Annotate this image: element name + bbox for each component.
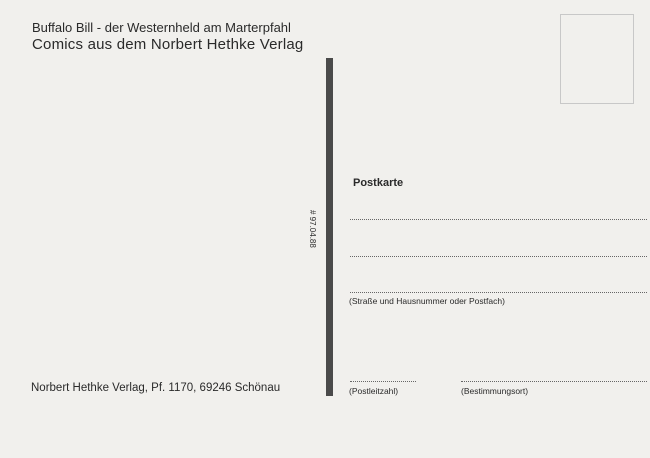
publisher-address: Norbert Hethke Verlag, Pf. 1170, 69246 S… <box>31 382 281 394</box>
address-line-1 <box>350 219 647 220</box>
address-line-postcode <box>350 381 416 382</box>
street-label: (Straße und Hausnummer oder Postfach) <box>349 296 505 306</box>
divider-bar <box>326 58 333 396</box>
address-line-city <box>461 381 647 382</box>
address-line-street <box>350 292 647 293</box>
postkarte-heading: Postkarte <box>353 177 404 189</box>
postcode-label: (Postleitzahl) <box>349 386 399 396</box>
card-subtitle: Comics aus dem Norbert Hethke Verlag <box>32 36 304 53</box>
city-label: (Bestimmungsort) <box>461 386 529 396</box>
address-line-2 <box>350 256 647 257</box>
divider-code: # 97.04.88 <box>308 210 317 248</box>
card-title: Buffalo Bill - der Westernheld am Marter… <box>32 20 291 35</box>
stamp-box <box>560 14 634 104</box>
